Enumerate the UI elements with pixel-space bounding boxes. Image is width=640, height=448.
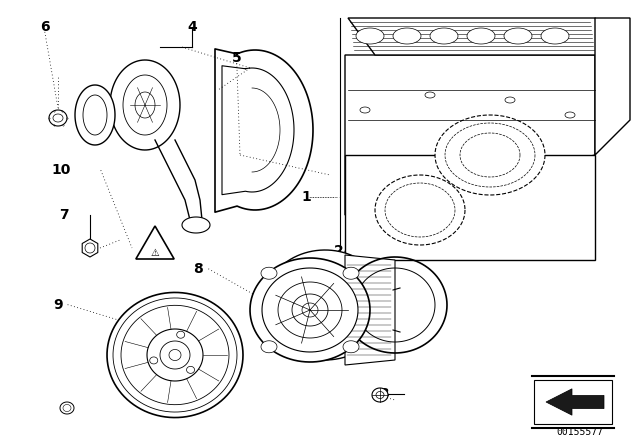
Polygon shape xyxy=(75,85,115,145)
Polygon shape xyxy=(263,250,387,360)
Polygon shape xyxy=(595,18,630,155)
Polygon shape xyxy=(136,226,174,259)
Polygon shape xyxy=(60,402,74,414)
Text: 3: 3 xyxy=(379,387,389,401)
Polygon shape xyxy=(541,28,569,44)
Text: 00155577: 00155577 xyxy=(557,427,604,437)
Text: 4: 4 xyxy=(187,20,197,34)
Polygon shape xyxy=(49,110,67,126)
Polygon shape xyxy=(343,341,359,353)
Text: 5: 5 xyxy=(232,51,242,65)
Polygon shape xyxy=(261,267,277,279)
Bar xyxy=(534,380,612,424)
Text: 7: 7 xyxy=(59,208,69,222)
Polygon shape xyxy=(345,155,595,260)
Text: 6: 6 xyxy=(40,20,50,34)
Polygon shape xyxy=(262,268,358,352)
Polygon shape xyxy=(250,258,370,362)
Polygon shape xyxy=(182,217,210,233)
Polygon shape xyxy=(356,28,384,44)
Polygon shape xyxy=(467,28,495,44)
Text: 1: 1 xyxy=(301,190,311,204)
Polygon shape xyxy=(360,107,370,113)
Polygon shape xyxy=(505,97,515,103)
Polygon shape xyxy=(393,28,421,44)
Polygon shape xyxy=(348,18,620,55)
Polygon shape xyxy=(110,60,180,150)
Polygon shape xyxy=(430,28,458,44)
Polygon shape xyxy=(504,28,532,44)
Polygon shape xyxy=(186,366,195,373)
Polygon shape xyxy=(565,112,575,118)
Polygon shape xyxy=(435,115,545,195)
Polygon shape xyxy=(150,357,157,364)
Polygon shape xyxy=(147,329,203,381)
Polygon shape xyxy=(375,175,465,245)
Text: 9: 9 xyxy=(52,297,63,312)
Polygon shape xyxy=(345,55,595,215)
Polygon shape xyxy=(546,389,604,415)
Polygon shape xyxy=(343,267,359,279)
Polygon shape xyxy=(107,293,243,418)
Polygon shape xyxy=(261,341,277,353)
Text: 2: 2 xyxy=(334,244,344,258)
Polygon shape xyxy=(425,92,435,98)
Polygon shape xyxy=(345,255,395,365)
Text: 8: 8 xyxy=(193,262,204,276)
Text: ⚠: ⚠ xyxy=(150,248,159,258)
Polygon shape xyxy=(372,388,388,402)
Text: 10: 10 xyxy=(51,163,70,177)
Polygon shape xyxy=(177,331,185,338)
